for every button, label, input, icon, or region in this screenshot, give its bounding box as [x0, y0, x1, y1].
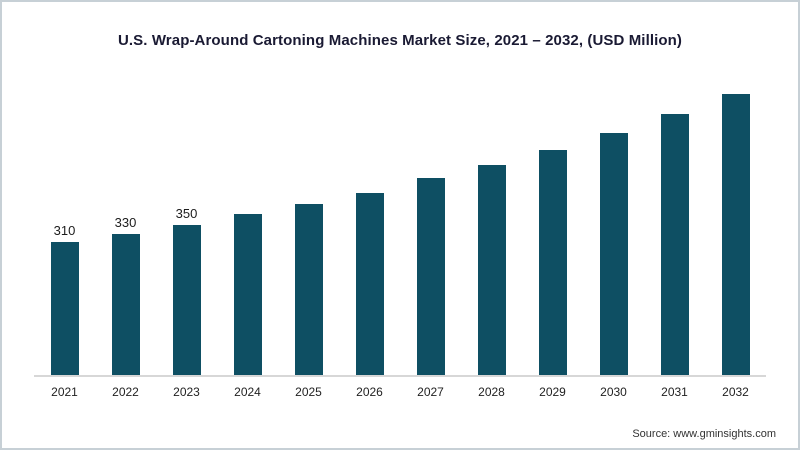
bar: [294, 203, 323, 375]
bar-slot: 310: [34, 75, 95, 375]
chart-title: U.S. Wrap-Around Cartoning Machines Mark…: [117, 32, 682, 49]
bar: [721, 94, 750, 375]
bar-value-label: 330: [114, 214, 137, 230]
bar: [111, 233, 140, 375]
x-axis-labels: 2021 2022 2023 2024 2025 2026 2027 2028 2029 2030…: [34, 385, 766, 399]
x-axis-tick-label: 2022: [112, 385, 139, 399]
bar-slot: 350: [156, 75, 217, 375]
bar-slot: [522, 75, 583, 375]
x-axis-tick-label: 2028: [478, 385, 505, 399]
bar: [172, 225, 201, 375]
bar-chart: 310 330 350 2021 2022 2023 2024 2025 2026 2027 20…: [34, 75, 766, 399]
source-attribution: Source: www.gminsights.com: [632, 428, 776, 440]
x-axis-tick-label: 2031: [661, 385, 688, 399]
bar: [660, 113, 689, 375]
x-axis-tick-label: 2024: [234, 385, 261, 399]
bar: [477, 165, 506, 375]
bar-slot: [278, 75, 339, 375]
x-axis-tick-label: 2026: [356, 385, 383, 399]
bar-slot: [461, 75, 522, 375]
x-axis-tick-label: 2025: [295, 385, 322, 399]
bar-slot: [644, 75, 705, 375]
x-axis-tick-label: 2023: [173, 385, 200, 399]
bar-slot: [705, 75, 766, 375]
x-axis-tick-label: 2030: [600, 385, 627, 399]
bar-slot: [217, 75, 278, 375]
bar-slot: [583, 75, 644, 375]
bar: [233, 214, 262, 375]
bar: [355, 192, 384, 375]
x-axis-tick-label: 2027: [417, 385, 444, 399]
bar-value-label: 310: [53, 223, 76, 239]
bar: [416, 177, 445, 375]
bar: [538, 150, 567, 375]
plot-area: 310 330 350: [34, 75, 766, 377]
bar-slot: 330: [95, 75, 156, 375]
bar-value-label: 350: [175, 206, 198, 221]
x-axis-tick-label: 2029: [539, 385, 566, 399]
bar: [599, 132, 628, 375]
bar: [50, 242, 79, 375]
x-axis-tick-label: 2021: [51, 385, 78, 399]
bar-slot: [400, 75, 461, 375]
bar-slot: [339, 75, 400, 375]
x-axis-tick-label: 2032: [722, 385, 749, 399]
